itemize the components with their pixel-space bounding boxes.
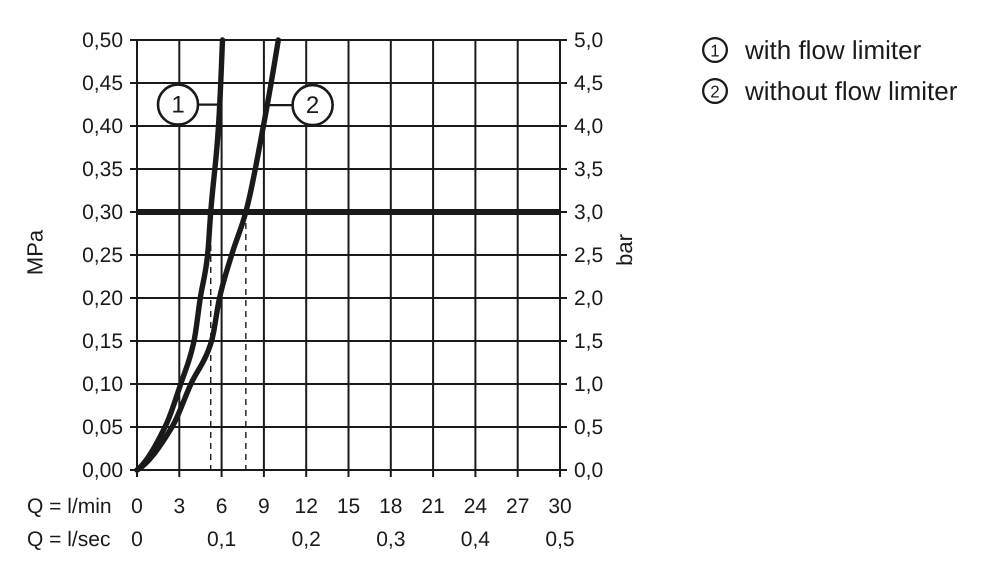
- svg-text:24: 24: [464, 495, 488, 518]
- svg-text:3: 3: [173, 495, 185, 518]
- svg-text:without flow limiter: without flow limiter: [744, 76, 958, 106]
- svg-text:0: 0: [131, 495, 143, 518]
- svg-text:0,5: 0,5: [545, 528, 574, 551]
- svg-text:6: 6: [216, 495, 228, 518]
- svg-text:0,2: 0,2: [292, 528, 321, 551]
- svg-text:0,20: 0,20: [82, 287, 123, 310]
- svg-text:0: 0: [131, 528, 143, 551]
- svg-text:0,25: 0,25: [82, 244, 123, 267]
- svg-text:0,00: 0,00: [82, 459, 123, 482]
- svg-text:3,5: 3,5: [574, 158, 603, 181]
- svg-text:15: 15: [337, 495, 360, 518]
- svg-text:with flow limiter: with flow limiter: [744, 35, 922, 65]
- svg-text:0,50: 0,50: [82, 29, 123, 52]
- svg-text:0,30: 0,30: [82, 201, 123, 224]
- svg-text:1: 1: [710, 42, 719, 61]
- svg-text:0,1: 0,1: [207, 528, 236, 551]
- svg-text:3,0: 3,0: [574, 201, 603, 224]
- svg-text:0,40: 0,40: [82, 115, 123, 138]
- svg-text:12: 12: [295, 495, 318, 518]
- svg-text:2: 2: [710, 83, 719, 102]
- svg-text:1,0: 1,0: [574, 373, 603, 396]
- svg-text:21: 21: [421, 495, 444, 518]
- svg-text:Q = l/sec: Q = l/sec: [27, 528, 110, 551]
- svg-text:MPa: MPa: [23, 229, 48, 275]
- svg-text:0,45: 0,45: [82, 72, 123, 95]
- svg-text:2,5: 2,5: [574, 244, 603, 267]
- svg-text:Q = l/min: Q = l/min: [27, 495, 112, 518]
- svg-text:1: 1: [171, 92, 184, 119]
- svg-text:0,05: 0,05: [82, 416, 123, 439]
- svg-text:2: 2: [306, 92, 319, 119]
- svg-text:0,4: 0,4: [461, 528, 491, 551]
- svg-text:0,35: 0,35: [82, 158, 123, 181]
- svg-text:30: 30: [548, 495, 571, 518]
- svg-text:2,0: 2,0: [574, 287, 603, 310]
- svg-text:0,0: 0,0: [574, 459, 603, 482]
- svg-text:0,15: 0,15: [82, 330, 123, 353]
- svg-text:0,10: 0,10: [82, 373, 123, 396]
- svg-text:27: 27: [506, 495, 529, 518]
- svg-text:1,5: 1,5: [574, 330, 603, 353]
- svg-text:4,5: 4,5: [574, 72, 603, 95]
- svg-text:0,3: 0,3: [376, 528, 405, 551]
- svg-text:18: 18: [379, 495, 402, 518]
- svg-text:4,0: 4,0: [574, 115, 603, 138]
- svg-text:5,0: 5,0: [574, 29, 603, 52]
- svg-text:bar: bar: [612, 234, 637, 266]
- svg-text:0,5: 0,5: [574, 416, 603, 439]
- svg-text:9: 9: [258, 495, 270, 518]
